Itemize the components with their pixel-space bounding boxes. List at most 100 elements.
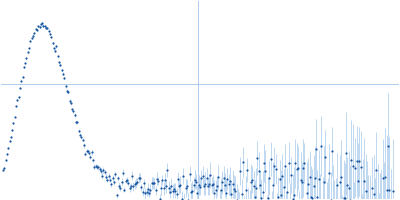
Point [90, 159, 96, 162]
Point [222, 183, 228, 186]
Point [293, 168, 300, 171]
Point [193, 180, 199, 183]
Point [210, 182, 216, 185]
Point [252, 196, 258, 199]
Point [23, 57, 30, 60]
Point [120, 171, 126, 174]
Point [35, 24, 42, 28]
Point [318, 145, 324, 148]
Point [107, 178, 113, 181]
Point [91, 165, 98, 168]
Point [286, 161, 292, 164]
Point [121, 188, 128, 191]
Point [233, 199, 240, 200]
Point [86, 152, 92, 155]
Point [65, 90, 72, 93]
Point [47, 32, 53, 35]
Point [310, 185, 317, 188]
Point [189, 189, 196, 193]
Point [112, 172, 118, 176]
Point [17, 87, 23, 90]
Point [40, 24, 47, 27]
Point [214, 184, 220, 188]
Point [117, 186, 124, 189]
Point [133, 182, 139, 185]
Point [226, 183, 232, 186]
Point [137, 176, 143, 179]
Point [103, 175, 109, 179]
Point [141, 182, 147, 185]
Point [24, 50, 31, 54]
Point [118, 181, 125, 184]
Point [177, 183, 184, 186]
Point [44, 27, 50, 30]
Point [32, 28, 39, 31]
Point [26, 47, 32, 50]
Point [228, 193, 234, 196]
Point [256, 169, 262, 172]
Point [380, 177, 386, 180]
Point [154, 177, 160, 180]
Point [175, 177, 181, 180]
Point [192, 178, 198, 181]
Point [122, 179, 129, 182]
Point [31, 32, 38, 35]
Point [155, 179, 162, 183]
Point [208, 183, 215, 187]
Point [132, 183, 138, 186]
Point [6, 139, 13, 142]
Point [146, 191, 152, 194]
Point [266, 177, 272, 180]
Point [55, 55, 61, 58]
Point [290, 197, 296, 200]
Point [76, 129, 82, 132]
Point [342, 197, 348, 200]
Point [113, 194, 120, 197]
Point [38, 23, 44, 26]
Point [19, 76, 26, 79]
Point [218, 188, 224, 191]
Point [207, 173, 214, 176]
Point [348, 158, 355, 162]
Point [301, 161, 308, 165]
Point [68, 101, 74, 104]
Point [215, 175, 222, 179]
Point [178, 197, 185, 200]
Point [158, 186, 164, 190]
Point [205, 185, 211, 188]
Point [72, 113, 78, 116]
Point [88, 151, 95, 154]
Point [186, 172, 193, 175]
Point [0, 169, 6, 172]
Point [124, 179, 130, 182]
Point [292, 162, 298, 165]
Point [167, 190, 173, 194]
Point [220, 177, 227, 180]
Point [2, 158, 9, 162]
Point [258, 197, 264, 200]
Point [279, 175, 286, 178]
Point [34, 28, 40, 31]
Point [22, 62, 28, 65]
Point [162, 178, 168, 181]
Point [338, 176, 344, 179]
Point [143, 190, 150, 193]
Point [326, 171, 332, 174]
Point [42, 25, 48, 28]
Point [188, 190, 194, 193]
Point [219, 181, 226, 184]
Point [350, 164, 356, 167]
Point [52, 49, 58, 52]
Point [272, 167, 279, 170]
Point [92, 164, 99, 168]
Point [257, 184, 263, 187]
Point [148, 181, 155, 185]
Point [390, 190, 396, 193]
Point [253, 187, 259, 190]
Point [201, 185, 207, 188]
Point [102, 171, 108, 174]
Point [51, 47, 57, 50]
Point [361, 179, 368, 183]
Point [271, 164, 278, 167]
Point [140, 190, 146, 194]
